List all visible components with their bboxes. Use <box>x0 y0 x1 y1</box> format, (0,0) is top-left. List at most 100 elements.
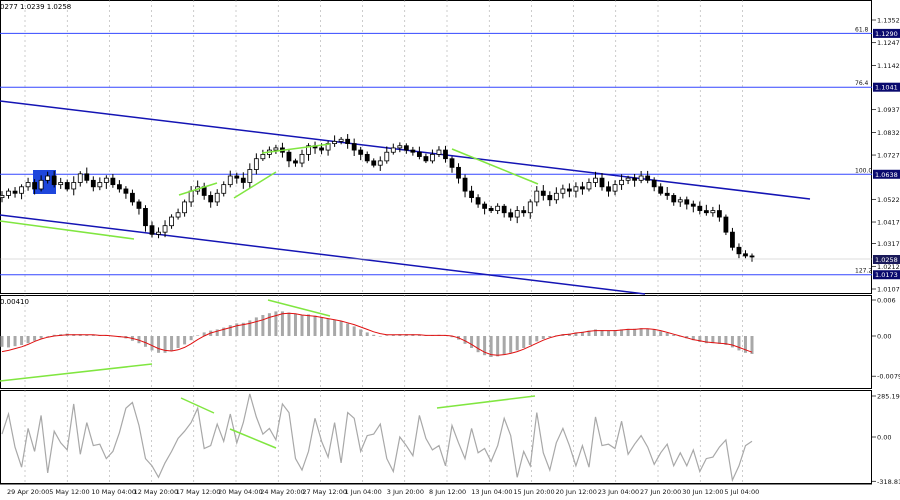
macd-bar <box>313 315 317 336</box>
price-tick-label: 1.0727 <box>877 152 900 160</box>
candle-body <box>645 175 651 181</box>
candle-body <box>671 195 677 203</box>
candle-body <box>338 138 344 142</box>
candle-body <box>51 175 57 186</box>
candle-body <box>743 253 748 257</box>
candle-body <box>319 147 324 151</box>
candle-body <box>90 179 96 188</box>
candle-body <box>377 160 383 166</box>
time-label: 24 May 20:00 <box>260 488 305 496</box>
div-cci-2 <box>229 428 277 449</box>
macd-bar <box>143 336 147 347</box>
candle-body <box>293 160 298 164</box>
macd-bar <box>541 336 545 339</box>
candle-body <box>240 177 246 183</box>
macd-bar <box>672 334 676 336</box>
fibonacci-levels: 61.8 76.4 100.0 127.2 <box>0 26 872 276</box>
candle-body <box>234 175 240 179</box>
price-tick-label: 1.0937 <box>877 106 900 114</box>
div-cci-3 <box>436 395 536 409</box>
candle-body <box>514 210 520 218</box>
macd-bar <box>600 330 604 336</box>
candle-body <box>462 177 468 192</box>
candle-body <box>143 208 148 227</box>
macd-bar <box>280 311 284 336</box>
candle-body <box>632 177 638 181</box>
macd-bar <box>704 336 708 344</box>
candles <box>0 134 755 262</box>
macd-bar <box>222 327 226 336</box>
time-label: 20 May 04:00 <box>218 488 263 496</box>
macd-bar <box>391 334 395 336</box>
level-tag <box>873 169 900 179</box>
candle-body <box>677 199 683 203</box>
macd-bar <box>39 336 43 339</box>
candle-body <box>25 182 31 188</box>
macd-bar <box>333 319 337 336</box>
candle-body <box>188 190 194 203</box>
candle-body <box>684 199 690 205</box>
candle-body <box>371 160 377 166</box>
div-cci-1 <box>180 397 215 414</box>
candle-body <box>410 149 416 153</box>
macd-bar <box>378 336 382 337</box>
time-label: 3 Jun 20:00 <box>387 488 424 496</box>
macd-bar <box>339 321 343 336</box>
candle-body <box>84 173 90 181</box>
macd-bar <box>157 336 161 353</box>
candle-body <box>475 197 481 205</box>
candle-body <box>247 169 253 183</box>
current-price-tag-text: 1.0258 <box>875 256 898 264</box>
candle-body <box>32 182 38 190</box>
candle-body <box>77 173 83 183</box>
price-tick-label: 1.1142 <box>877 62 900 70</box>
time-label: 29 Apr 20:00 <box>7 488 49 496</box>
macd-bar <box>248 320 252 336</box>
candle-body <box>436 149 442 155</box>
macd-bar <box>737 336 741 351</box>
candle-body <box>716 210 722 218</box>
macd-bar <box>626 328 630 336</box>
macd-bar <box>91 334 95 336</box>
candle-body <box>0 195 5 199</box>
level-label: 61.8 <box>855 26 869 33</box>
candle-body <box>508 212 514 218</box>
time-label: 20 Jun 12:00 <box>556 488 597 496</box>
macd-bar <box>183 336 187 345</box>
candle-body <box>136 201 142 209</box>
macd-bar <box>85 334 89 336</box>
macd-bar <box>450 336 454 338</box>
candle-body <box>703 210 709 214</box>
candle-body <box>560 188 566 194</box>
price-tick-label: 1.0417 <box>877 219 900 227</box>
candle-body <box>593 177 598 183</box>
candle-body <box>64 182 70 190</box>
macd-bar <box>300 315 304 336</box>
candle-body <box>227 175 233 186</box>
candle-body <box>449 158 455 168</box>
macd-bar <box>613 330 617 336</box>
macd-bar <box>46 336 50 337</box>
candle-body <box>638 175 644 181</box>
macd-bar <box>685 336 689 339</box>
macd-bar <box>267 313 271 336</box>
cci-panel-frame <box>0 390 872 484</box>
macd-bar <box>717 336 721 344</box>
level-label: 127.2 <box>855 268 872 275</box>
macd-bar <box>326 318 330 336</box>
cci-tick-label: 285.1954 <box>877 393 900 401</box>
candle-body <box>540 190 546 196</box>
candle-body <box>397 145 403 149</box>
div-macd-2 <box>267 299 331 317</box>
level-tag-text: 1.1290 <box>875 30 898 38</box>
price-tick-label: 1.0832 <box>877 129 900 137</box>
macd-bar <box>463 336 467 344</box>
macd-bar <box>293 313 297 336</box>
macd-bar <box>346 323 350 336</box>
candle-body <box>488 208 494 211</box>
candle-body <box>214 192 220 203</box>
time-label: 23 Jun 04:00 <box>598 488 639 496</box>
time-label: 8 Jun 12:00 <box>429 488 466 496</box>
macd-panel-frame <box>0 295 872 389</box>
